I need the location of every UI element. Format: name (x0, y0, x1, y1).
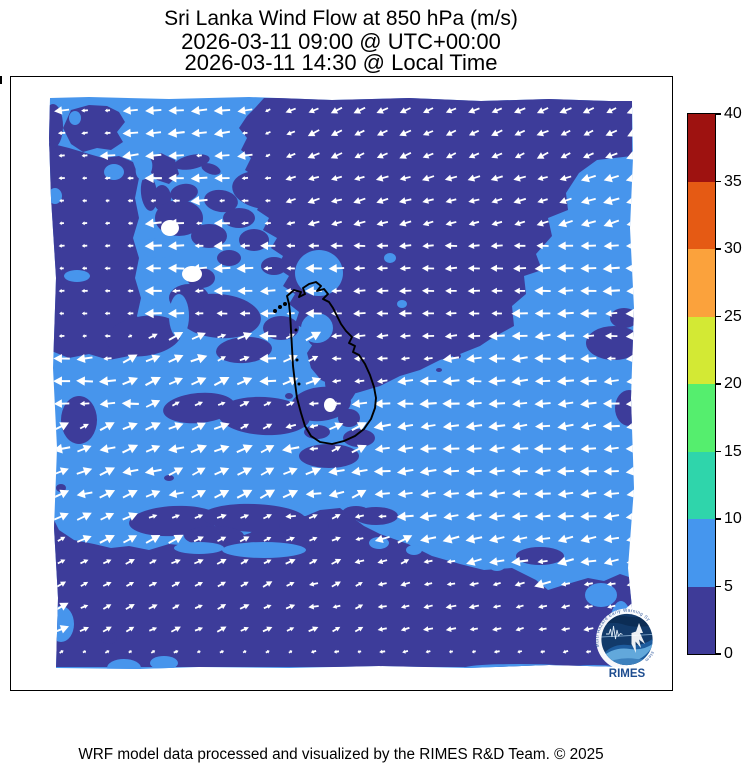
svg-text:stem: stem (644, 650, 656, 663)
svg-text:RIMES: RIMES (609, 668, 646, 680)
